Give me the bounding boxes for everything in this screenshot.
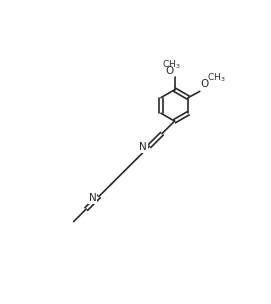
Text: O: O bbox=[201, 79, 209, 89]
Text: N: N bbox=[89, 192, 96, 202]
Text: CH$_3$: CH$_3$ bbox=[207, 71, 226, 84]
Text: CH$_3$: CH$_3$ bbox=[162, 58, 181, 71]
Text: O: O bbox=[165, 66, 173, 76]
Text: N: N bbox=[139, 142, 147, 152]
